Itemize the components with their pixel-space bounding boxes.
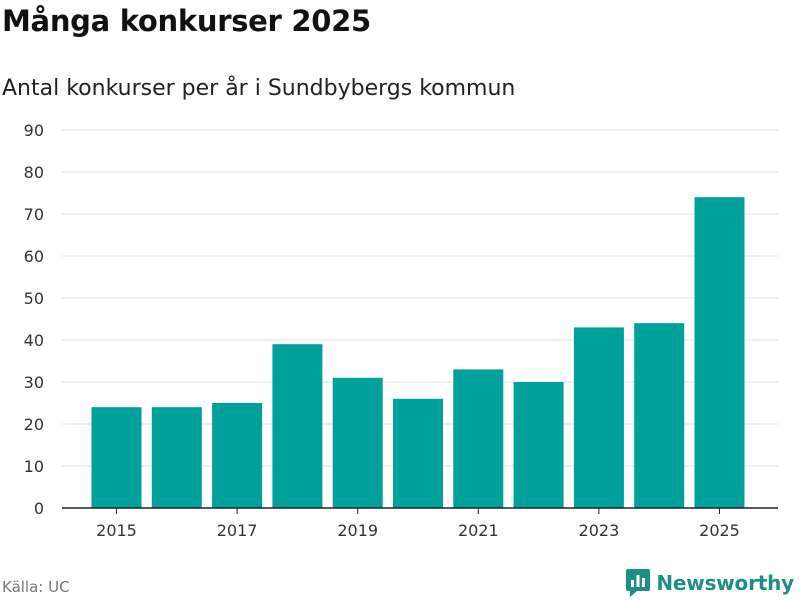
y-tick-label: 80 bbox=[24, 163, 44, 182]
chart-title: Många konkurser 2025 bbox=[2, 4, 371, 38]
y-tick-label: 90 bbox=[24, 121, 44, 140]
x-tick-label: 2019 bbox=[337, 521, 378, 540]
axes: 0 10 20 30 40 50 60 70 80 90 2015 2017 2019 2021 2023 2… bbox=[24, 121, 778, 540]
bar-2019 bbox=[332, 377, 383, 508]
brand-logo: Newsworthy bbox=[626, 569, 794, 597]
y-tick-label: 30 bbox=[24, 373, 44, 392]
bar-2021 bbox=[453, 369, 504, 508]
bar-2025 bbox=[694, 197, 745, 508]
x-tick-label: 2025 bbox=[699, 521, 740, 540]
bars bbox=[91, 197, 745, 508]
bar-2020 bbox=[393, 398, 443, 508]
bar-2023 bbox=[573, 327, 624, 508]
bar-2022 bbox=[513, 382, 564, 508]
bar-2024 bbox=[634, 323, 685, 508]
y-tick-label: 60 bbox=[24, 247, 44, 266]
brand-name: Newsworthy bbox=[656, 571, 794, 595]
bar-2016 bbox=[151, 407, 202, 508]
x-tick-label: 2017 bbox=[217, 521, 258, 540]
source-note: Källa: UC bbox=[2, 578, 70, 596]
bar-2018 bbox=[272, 344, 323, 508]
x-tick-label: 2021 bbox=[458, 521, 499, 540]
bar-2017 bbox=[212, 403, 263, 508]
y-tick-label: 0 bbox=[34, 499, 44, 518]
y-tick-label: 40 bbox=[24, 331, 44, 350]
y-tick-label: 70 bbox=[24, 205, 44, 224]
y-tick-label: 20 bbox=[24, 415, 44, 434]
newsworthy-logo-icon bbox=[626, 569, 651, 597]
y-tick-label: 10 bbox=[24, 457, 44, 476]
x-tick-label: 2023 bbox=[579, 521, 620, 540]
y-tick-label: 50 bbox=[24, 289, 44, 308]
x-tick-label: 2015 bbox=[96, 521, 137, 540]
bar-2015 bbox=[91, 407, 142, 508]
chart-subtitle: Antal konkurser per år i Sundbybergs kom… bbox=[2, 76, 516, 101]
